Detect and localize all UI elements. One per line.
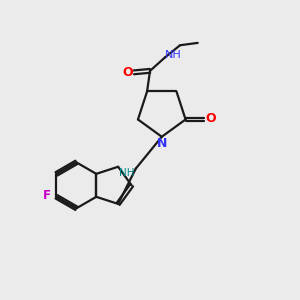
Text: NH: NH <box>165 50 182 60</box>
Text: F: F <box>43 189 51 202</box>
Text: O: O <box>205 112 216 125</box>
Text: O: O <box>122 66 133 79</box>
Text: N: N <box>157 137 167 150</box>
Text: NH: NH <box>118 168 134 178</box>
